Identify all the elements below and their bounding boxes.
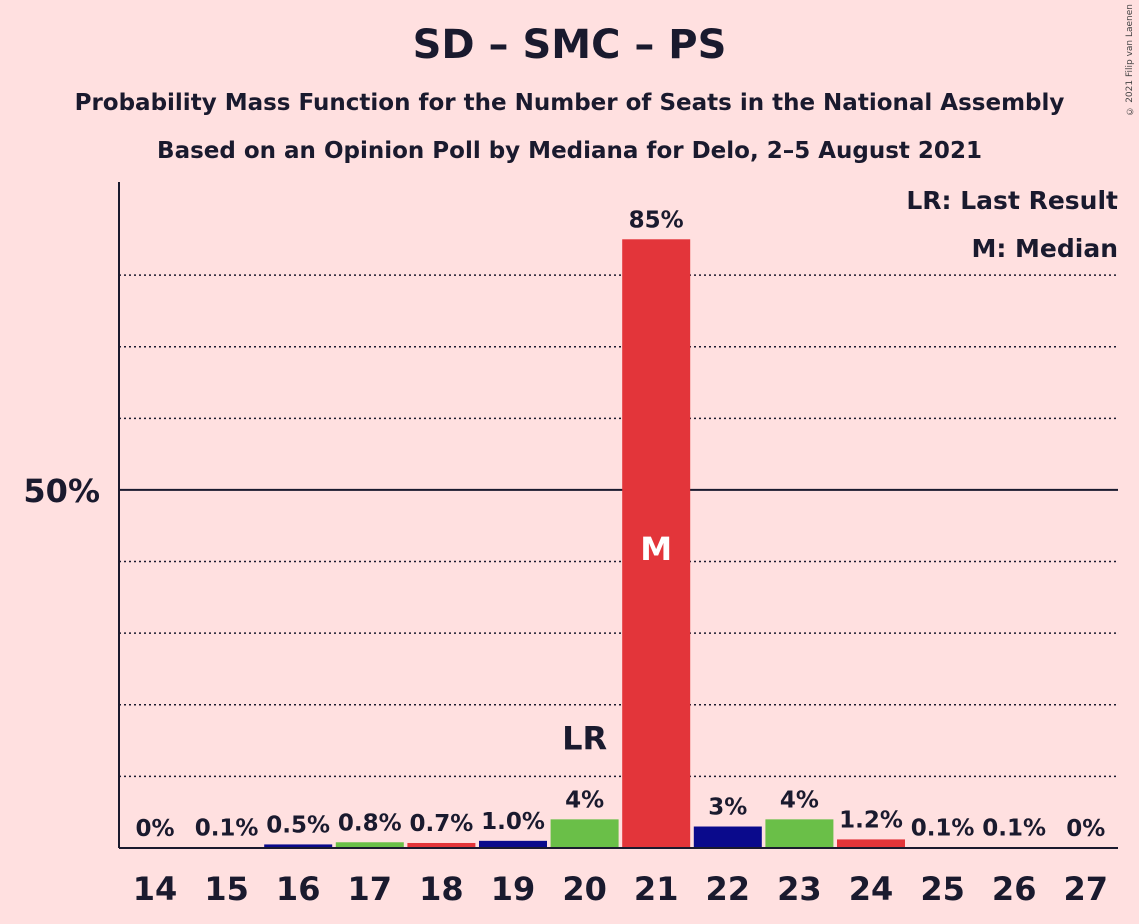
chart-title: SD – SMC – PS	[412, 22, 727, 68]
bar-22	[693, 826, 762, 848]
value-label-18: 0.7%	[410, 811, 474, 837]
bar-20	[550, 819, 619, 848]
value-label-27: 0%	[1066, 816, 1105, 842]
bar-18	[407, 842, 476, 848]
chart-source: Based on an Opinion Poll by Mediana for …	[157, 138, 982, 164]
value-label-24: 1.2%	[839, 807, 903, 833]
value-label-25: 0.1%	[911, 815, 975, 841]
x-tick-23: 23	[777, 870, 822, 908]
legend-median: M: Median	[971, 234, 1118, 263]
value-label-16: 0.5%	[266, 812, 330, 838]
value-label-19: 1.0%	[481, 809, 545, 835]
value-label-20: 4%	[565, 787, 604, 813]
x-tick-24: 24	[849, 870, 894, 908]
value-label-21: 85%	[629, 207, 684, 233]
x-tick-27: 27	[1064, 870, 1109, 908]
x-tick-15: 15	[204, 870, 249, 908]
bar-21	[622, 239, 691, 848]
value-label-15: 0.1%	[195, 815, 259, 841]
chart-subtitle: Probability Mass Function for the Number…	[74, 90, 1065, 116]
x-tick-20: 20	[562, 870, 607, 908]
bars	[192, 239, 1049, 848]
x-tick-26: 26	[992, 870, 1037, 908]
median-marker: M	[640, 530, 672, 568]
bar-17	[335, 842, 404, 848]
x-tick-labels: 14 15 16 17 18 19 20 21 22 23 24 25 26 27	[133, 870, 1108, 908]
x-tick-22: 22	[706, 870, 751, 908]
x-tick-18: 18	[419, 870, 464, 908]
x-tick-19: 19	[491, 870, 536, 908]
value-labels: 0% 0.1% 0.5% 0.8% 0.7% 1.0% 4% 85% 3% 4% 1.2% 0.1% 0…	[135, 207, 1105, 842]
bar-23	[765, 819, 834, 848]
x-tick-17: 17	[348, 870, 393, 908]
legend-last-result: LR: Last Result	[906, 186, 1118, 215]
x-tick-25: 25	[920, 870, 965, 908]
x-tick-21: 21	[634, 870, 679, 908]
value-label-14: 0%	[135, 816, 174, 842]
last-result-marker: LR	[562, 719, 607, 757]
value-label-22: 3%	[708, 795, 747, 821]
bar-24	[837, 839, 905, 848]
bar-16	[264, 844, 333, 848]
x-tick-14: 14	[133, 870, 178, 908]
x-tick-16: 16	[276, 870, 321, 908]
value-label-17: 0.8%	[338, 810, 402, 836]
y-tick-label: 50%	[23, 472, 100, 510]
bar-19	[479, 840, 547, 848]
value-label-26: 0.1%	[982, 815, 1046, 841]
gridlines	[119, 274, 1118, 778]
value-label-23: 4%	[780, 787, 819, 813]
